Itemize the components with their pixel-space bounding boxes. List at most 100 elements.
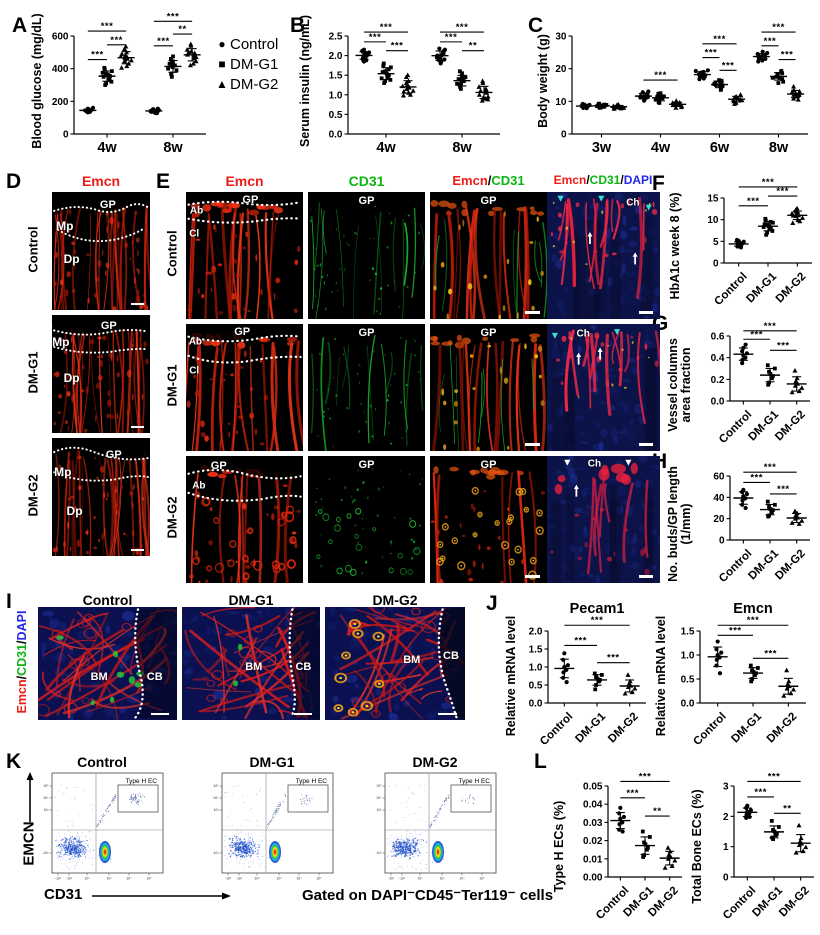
svg-text:-10³: -10³ <box>212 851 219 855</box>
svg-text:***: *** <box>626 788 639 799</box>
slash: / <box>586 173 590 187</box>
svg-text:10⁵: 10⁵ <box>213 784 219 788</box>
scale-bar <box>438 712 457 716</box>
stain-label-emcn-cd31-dapi-i: Emcn/CD31/DAPI <box>15 592 29 732</box>
arrowhead-icon <box>625 459 632 466</box>
svg-text:-10²: -10² <box>225 877 232 881</box>
micro-label-bm: BM <box>245 660 263 673</box>
flow-plot-dmg2: Type H EC -10² -10¹ 10² 10³ 10⁴ 10⁵ 10⁵ 10⁴ 10³ -1… <box>375 772 497 881</box>
legend-item-dmg2: ▲ DM-G2 <box>214 74 278 94</box>
svg-text:***: *** <box>380 22 393 33</box>
panel-letter-J: J <box>486 592 498 615</box>
svg-text:0.00: 0.00 <box>583 873 603 884</box>
scale-bar <box>524 575 540 578</box>
micro-i-dmg1: BM CB <box>182 607 320 720</box>
svg-text:***: *** <box>456 22 469 33</box>
svg-text:DM-G2: DM-G2 <box>777 885 812 920</box>
svg-text:6w: 6w <box>710 140 730 156</box>
svg-text:10²: 10² <box>418 877 424 881</box>
svg-text:***: *** <box>167 11 180 22</box>
svg-text:8w: 8w <box>163 140 183 156</box>
flow-x-axis-label: CD31 <box>44 886 83 903</box>
flow-content: Type H EC -10² -10¹ 10² 10³ 10⁴ 10⁵ 10⁵ 10⁴ 10³ -1… <box>375 772 497 881</box>
svg-text:2: 2 <box>723 812 729 823</box>
svg-text:Control: Control <box>721 885 758 922</box>
flow-title-dmg2: DM-G2 <box>412 754 458 770</box>
svg-text:20: 20 <box>713 514 725 525</box>
svg-text:3w: 3w <box>592 140 612 156</box>
stain-cd31: CD31 <box>491 173 525 188</box>
flow-title-dmg1: DM-G1 <box>249 754 295 770</box>
scale-bar <box>638 311 654 314</box>
panel-letter-E: E <box>156 170 171 193</box>
svg-text:**: ** <box>469 41 477 52</box>
svg-text:0: 0 <box>719 536 725 547</box>
stain-emcn: Emcn <box>15 679 29 714</box>
micro-overlay <box>186 324 303 364</box>
stain-header-emcn-cd31-dapi: Emcn/CD31/DAPI <box>546 173 660 187</box>
micro-e-dmg1-emcn: GP Ab Cl <box>186 324 303 451</box>
flow-title-control: Control <box>77 754 127 770</box>
svg-text:8w: 8w <box>769 140 789 156</box>
micro-e-dmg2-cd31: GP <box>308 456 425 583</box>
svg-text:***: *** <box>391 41 404 52</box>
svg-text:Control: Control <box>717 409 754 446</box>
flow-gate-label: Type H EC <box>459 778 491 785</box>
micro-label-gp: GP <box>210 460 227 473</box>
micro-label-ch: Ch <box>576 328 590 340</box>
micro-label-bm: BM <box>403 654 421 667</box>
svg-text:15: 15 <box>707 194 719 205</box>
stain-dapi: DAPI <box>15 610 29 641</box>
svg-text:0.4: 0.4 <box>711 353 725 364</box>
stain-dapi: DAPI <box>623 173 653 187</box>
stain-cd31: CD31 <box>15 643 29 676</box>
scale-bar <box>638 443 654 446</box>
micro-overlay <box>308 192 425 319</box>
svg-text:10⁴: 10⁴ <box>126 877 132 881</box>
svg-text:**: ** <box>783 803 791 814</box>
svg-text:1.5: 1.5 <box>681 627 695 638</box>
svg-text:***: *** <box>747 196 760 207</box>
micro-texture <box>430 200 547 319</box>
micro-texture <box>325 607 465 720</box>
micro-label-cb: CB <box>443 649 459 662</box>
svg-text:***: *** <box>764 462 777 473</box>
svg-text:0: 0 <box>561 130 567 141</box>
micro-e-control-dapi: Ch <box>547 192 660 319</box>
svg-text:Relative mRNA level: Relative mRNA level <box>654 616 668 736</box>
svg-text:DM-G2: DM-G2 <box>773 548 808 583</box>
micro-texture <box>430 466 546 583</box>
row-label-dmg1-e: DM-G1 <box>164 364 180 407</box>
micro-label-gp: GP <box>100 319 117 332</box>
panel-letter-D: D <box>6 170 22 193</box>
triangle-marker-icon: ▲ <box>216 77 228 91</box>
chart-content: 0.0 0.2 0.4 0.6 Vessel columns area fraction C… <box>666 321 810 446</box>
texture <box>430 333 546 451</box>
micro-texture <box>311 334 423 451</box>
svg-text:0.0: 0.0 <box>681 699 695 710</box>
chart-emcn-mrna: 0.0 0.5 1.0 1.5 Relative mRNA level Emcn Contr… <box>654 601 806 748</box>
svg-text:***: *** <box>654 70 667 81</box>
scale-bar <box>131 548 145 552</box>
svg-text:***: *** <box>777 484 790 495</box>
dotted-boundary <box>53 203 149 213</box>
svg-text:60: 60 <box>713 472 725 483</box>
svg-text:10⁵: 10⁵ <box>376 784 382 788</box>
svg-text:area fraction: area fraction <box>679 347 693 422</box>
panel-letter-L: L <box>534 750 547 773</box>
svg-text:DM-G1: DM-G1 <box>573 710 608 745</box>
svg-text:***: *** <box>607 653 620 664</box>
scale-bar <box>524 443 540 446</box>
svg-text:1.0: 1.0 <box>329 90 343 101</box>
arrow-head-icon <box>587 232 593 237</box>
slash: / <box>15 640 29 644</box>
svg-text:**: ** <box>653 806 661 817</box>
micro-label-bm: BM <box>90 671 108 684</box>
micro-texture <box>547 192 660 319</box>
col-header-dmg1-i: DM-G1 <box>228 592 274 608</box>
dotted-boundary <box>53 329 149 336</box>
svg-text:0.5: 0.5 <box>329 110 343 121</box>
chart-content: 0.0 0.5 1.0 1.5 2.0 Relative mRNA level Pecam1… <box>504 601 646 748</box>
flow-plot-dmg1: Type H EC -10² -10¹ 10² 10³ 10⁴ 10⁵ 10⁵ 10⁴ 10³ -1… <box>212 772 334 881</box>
